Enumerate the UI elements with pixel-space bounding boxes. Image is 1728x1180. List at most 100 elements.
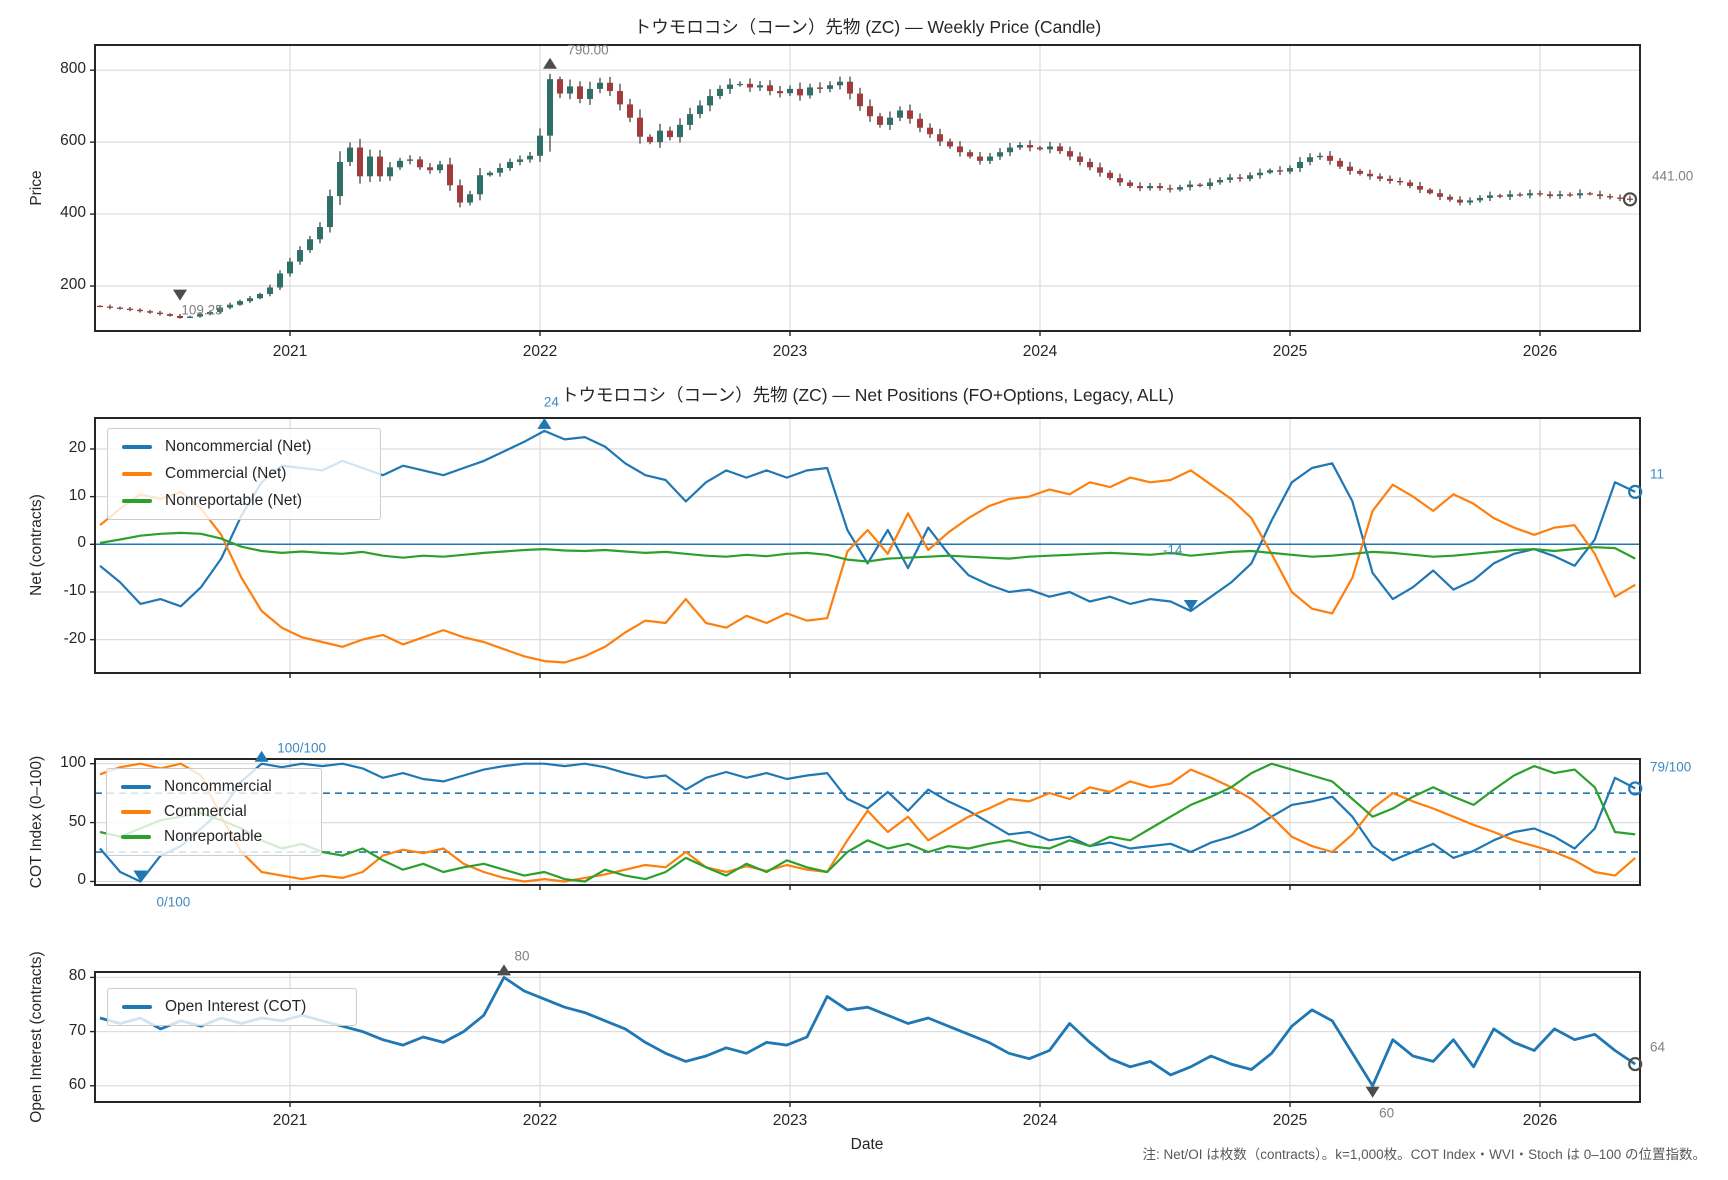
noncommercial-swatch [121, 785, 151, 789]
cot-peak-annotation: 100/100 [277, 740, 326, 756]
candle-down [667, 130, 673, 138]
candle-down [1607, 196, 1613, 198]
legend-label: Commercial [164, 803, 247, 820]
candle-up [1007, 147, 1013, 153]
legend-item: Noncommercial (Net) [122, 438, 366, 456]
candle-up [227, 304, 233, 308]
cot-y-tick-label: 100 [60, 753, 86, 771]
candle-up [527, 155, 533, 160]
nonreportable-swatch [121, 835, 151, 839]
candle-down [177, 315, 183, 319]
candle-up [567, 86, 573, 94]
candle-down [777, 91, 783, 94]
candle-down [1087, 161, 1093, 168]
candle-up [727, 84, 733, 89]
candle-up [807, 87, 813, 96]
candle-down [1427, 189, 1433, 194]
price-max-marker [543, 57, 557, 69]
candle-up [297, 250, 303, 262]
candle-up [1047, 146, 1053, 150]
candle-down [977, 156, 983, 161]
candle-down [967, 152, 973, 157]
candle-up [1207, 182, 1213, 187]
candle-up [1147, 186, 1153, 189]
candle-up [1257, 172, 1263, 176]
legend-item: Noncommercial [121, 778, 307, 796]
net-last-marker [1628, 484, 1643, 499]
price-y-tick-label: 400 [60, 204, 86, 222]
candle-down [1457, 199, 1463, 203]
candle-down [617, 91, 623, 105]
candle-up [207, 311, 213, 315]
candle-up [337, 161, 343, 197]
cot-legend: Noncommercial Commercial Nonreportable [106, 768, 322, 856]
candle-down [927, 127, 933, 135]
candle-up [237, 301, 243, 305]
price-x-tick-label: 2025 [1272, 343, 1308, 360]
candle-down [1517, 194, 1523, 196]
net-legend: Noncommercial (Net) Commercial (Net) Non… [107, 428, 381, 520]
candle-up [1227, 177, 1233, 180]
candle-up [677, 124, 683, 138]
net-last-annotation: 11 [1650, 466, 1665, 482]
candle-down [907, 110, 913, 119]
candle-up [317, 227, 323, 240]
candle-up [717, 88, 723, 97]
cot-last-marker [1628, 781, 1643, 796]
oi-last-annotation: 64 [1650, 1039, 1666, 1055]
candle-up [307, 239, 313, 251]
legend-label: Noncommercial [164, 778, 272, 795]
candle-down [647, 136, 653, 143]
candle-down [1537, 193, 1543, 195]
candle-down [1447, 196, 1453, 200]
net-series-commercial [99, 469, 1636, 664]
candle-up [997, 152, 1003, 157]
candle-down [147, 311, 153, 313]
price-min-annotation: 109.25 [181, 302, 223, 318]
candle-down [357, 147, 363, 177]
candle-up [547, 79, 553, 136]
price-x-tick-label: 2024 [1022, 343, 1058, 360]
candle-up [347, 147, 353, 162]
net-peak-annotation: 24 [543, 394, 559, 410]
candle-down [1157, 186, 1163, 189]
candle-up [1287, 168, 1293, 172]
candle-down [857, 93, 863, 107]
cot-y-tick-label: 0 [77, 871, 86, 889]
candle-down [957, 146, 963, 153]
legend-label: Nonreportable (Net) [165, 492, 302, 509]
price-max-annotation: 790.00 [567, 42, 609, 58]
candle-up [257, 293, 263, 299]
candle-up [1527, 193, 1533, 196]
oi-x-tick-label: 2026 [1522, 1112, 1558, 1129]
candle-down [1567, 194, 1573, 196]
oi-trough-annotation: 60 [1379, 1105, 1395, 1121]
net-y-tick-label: 20 [68, 438, 86, 456]
candle-down [1547, 194, 1553, 197]
oi-last-marker [1628, 1056, 1643, 1072]
candle-down [1597, 194, 1603, 197]
candle-down [1167, 188, 1173, 190]
candle-up [537, 135, 543, 156]
candle-up [837, 81, 843, 86]
candle-up [1577, 193, 1583, 196]
price-x-tick-label: 2021 [272, 343, 308, 360]
oi-x-tick-label: 2022 [522, 1112, 558, 1129]
cot-series-nonreportable [99, 762, 1636, 883]
candle-up [217, 307, 223, 312]
candle-up [1217, 179, 1223, 183]
candle-down [1627, 198, 1633, 200]
legend-label: Commercial (Net) [165, 465, 287, 482]
candle-down [1107, 172, 1113, 179]
candle-up [507, 161, 513, 169]
oi-y-tick-label: 70 [68, 1021, 86, 1039]
candle-down [1377, 176, 1383, 179]
net-panel-title: トウモロコシ（コーン）先物 (ZC) — Net Positions (FO+O… [561, 385, 1174, 405]
candle-up [367, 156, 373, 177]
candle-down [1347, 166, 1353, 171]
cot-last-annotation: 79/100 [1650, 759, 1692, 775]
cot-series-noncommercial [99, 762, 1636, 883]
candle-up [757, 85, 763, 88]
candle-up [387, 167, 393, 177]
